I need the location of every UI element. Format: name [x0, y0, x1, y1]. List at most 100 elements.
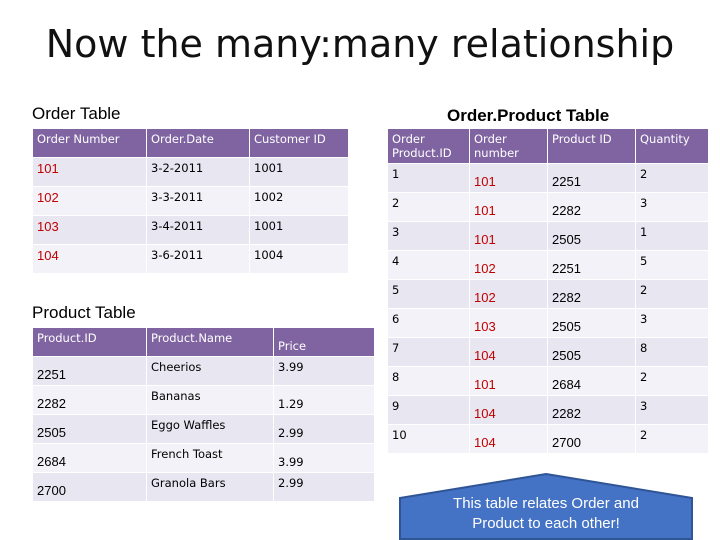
column-header: Order Product.ID — [387, 128, 470, 164]
order-number-cell: 102 — [32, 186, 147, 216]
table-row: 2 101 2282 3 — [387, 192, 709, 222]
order-number-cell: 104 — [32, 244, 147, 274]
table-row: 102 3-3-2011 1002 — [32, 186, 349, 216]
table-row: 6 103 2505 3 — [387, 308, 709, 338]
product-id-cell: 2251 — [547, 163, 636, 193]
order-product-id-cell: 6 — [387, 308, 470, 338]
product-id-cell: 2684 — [547, 366, 636, 396]
order-number-cell: 101 — [469, 163, 548, 193]
product-id-cell: 2505 — [32, 414, 147, 444]
order-number-cell: 102 — [469, 250, 548, 280]
price-cell: 3.99 — [273, 356, 375, 386]
table-row: 101 3-2-2011 1001 — [32, 157, 349, 187]
table-row: 2700 Granola Bars 2.99 — [32, 472, 375, 502]
order-product-id-cell: 4 — [387, 250, 470, 280]
table-row: 2684 French Toast 3.99 — [32, 443, 375, 473]
product-id-cell: 2700 — [547, 424, 636, 454]
order-number-cell: 102 — [469, 279, 548, 309]
order-product-id-cell: 9 — [387, 395, 470, 425]
customer-id-cell: 1002 — [249, 186, 349, 216]
slide-title: Now the many:many relationship — [45, 22, 675, 66]
quantity-cell: 3 — [635, 308, 709, 338]
table-row: 2251 Cheerios 3.99 — [32, 356, 375, 386]
product-table: Product.ID Product.Name Price 2251 Cheer… — [32, 327, 375, 502]
customer-id-cell: 1001 — [249, 157, 349, 187]
quantity-cell: 3 — [635, 395, 709, 425]
table-row: 2505 Eggo Waffles 2.99 — [32, 414, 375, 444]
quantity-cell: 2 — [635, 163, 709, 193]
product-table-label: Product Table — [32, 303, 136, 322]
customer-id-cell: 1004 — [249, 244, 349, 274]
order-date-cell: 3-3-2011 — [146, 186, 250, 216]
customer-id-cell: 1001 — [249, 215, 349, 245]
quantity-cell: 1 — [635, 221, 709, 251]
product-id-cell: 2251 — [547, 250, 636, 280]
column-header: Product.ID — [32, 327, 147, 357]
order-date-cell: 3-4-2011 — [146, 215, 250, 245]
order-product-id-cell: 8 — [387, 366, 470, 396]
price-cell: 2.99 — [273, 414, 375, 444]
product-name-cell: Eggo Waffles — [146, 414, 274, 444]
table-row: 2282 Bananas 1.29 — [32, 385, 375, 415]
product-id-cell: 2505 — [547, 337, 636, 367]
table-row: 4 102 2251 5 — [387, 250, 709, 280]
product-name-cell: Granola Bars — [146, 472, 274, 502]
order-product-id-cell: 3 — [387, 221, 470, 251]
product-id-cell: 2282 — [547, 279, 636, 309]
product-name-cell: Bananas — [146, 385, 274, 415]
table-header-row: Product.ID Product.Name Price — [32, 327, 375, 357]
product-id-cell: 2282 — [547, 192, 636, 222]
table-row: 7 104 2505 8 — [387, 337, 709, 367]
order-number-cell: 101 — [469, 366, 548, 396]
order-product-id-cell: 10 — [387, 424, 470, 454]
order-product-id-cell: 5 — [387, 279, 470, 309]
order-table-label: Order Table — [32, 104, 121, 123]
quantity-cell: 3 — [635, 192, 709, 222]
column-header: Product ID — [547, 128, 636, 164]
order-product-id-cell: 1 — [387, 163, 470, 193]
order-number-cell: 101 — [32, 157, 147, 187]
callout-note: This table relates Order and Product to … — [396, 470, 696, 540]
product-name-cell: Cheerios — [146, 356, 274, 386]
table-row: 104 3-6-2011 1004 — [32, 244, 349, 274]
quantity-cell: 8 — [635, 337, 709, 367]
order-product-table-label: Order.Product Table — [447, 106, 610, 125]
product-id-cell: 2700 — [32, 472, 147, 502]
product-id-cell: 2684 — [32, 443, 147, 473]
column-header: Customer ID — [249, 128, 349, 158]
quantity-cell: 2 — [635, 424, 709, 454]
table-row: 1 101 2251 2 — [387, 163, 709, 193]
quantity-cell: 2 — [635, 366, 709, 396]
column-header: Order.Date — [146, 128, 250, 158]
product-id-cell: 2282 — [547, 395, 636, 425]
table-header-row: Order Number Order.Date Customer ID — [32, 128, 349, 158]
order-number-cell: 101 — [469, 221, 548, 251]
product-id-cell: 2505 — [547, 308, 636, 338]
order-table: Order Number Order.Date Customer ID 101 … — [32, 128, 349, 274]
order-number-cell: 104 — [469, 395, 548, 425]
table-row: 8 101 2684 2 — [387, 366, 709, 396]
column-header: Price — [273, 327, 375, 357]
order-number-cell: 103 — [32, 215, 147, 245]
column-header: Order number — [469, 128, 548, 164]
column-header: Quantity — [635, 128, 709, 164]
order-product-id-cell: 7 — [387, 337, 470, 367]
column-header: Order Number — [32, 128, 147, 158]
product-id-cell: 2282 — [32, 385, 147, 415]
order-product-table: Order Product.ID Order number Product ID… — [387, 128, 709, 454]
order-number-cell: 101 — [469, 192, 548, 222]
price-cell: 2.99 — [273, 472, 375, 502]
table-row: 9 104 2282 3 — [387, 395, 709, 425]
table-row: 103 3-4-2011 1001 — [32, 215, 349, 245]
table-row: 3 101 2505 1 — [387, 221, 709, 251]
order-number-cell: 104 — [469, 424, 548, 454]
order-date-cell: 3-2-2011 — [146, 157, 250, 187]
price-cell: 3.99 — [273, 443, 375, 473]
order-number-cell: 103 — [469, 308, 548, 338]
quantity-cell: 5 — [635, 250, 709, 280]
product-id-cell: 2505 — [547, 221, 636, 251]
order-date-cell: 3-6-2011 — [146, 244, 250, 274]
table-row: 10 104 2700 2 — [387, 424, 709, 454]
callout-arrow-shape — [399, 472, 693, 540]
price-cell: 1.29 — [273, 385, 375, 415]
